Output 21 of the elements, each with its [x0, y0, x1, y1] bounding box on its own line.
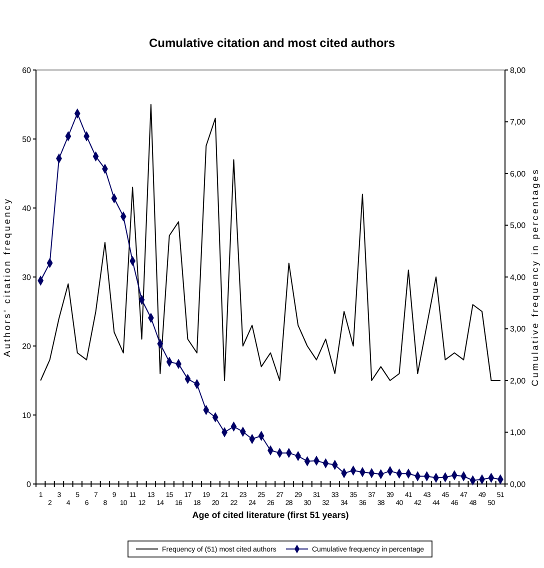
y-tick-label: 60	[22, 66, 32, 75]
y2-tick-label: 6,00	[510, 169, 526, 178]
y2-tick-label: 8,00	[510, 66, 526, 75]
y-tick-label: 40	[22, 204, 32, 213]
y-tick-label: 50	[22, 134, 32, 144]
y-tick-label: 30	[22, 272, 32, 282]
y2-tick-label: 5,00	[510, 221, 526, 230]
chart-title: Cumulative citation and most cited authors	[148, 36, 396, 50]
y-tick-label: 0	[26, 480, 32, 489]
y2-tick-label: 0,00	[510, 480, 526, 489]
y-axis-title: Authors' citation frequency	[2, 197, 12, 357]
y2-axis-title: Cumulative frequency in percentages	[530, 168, 540, 386]
x-axis-title: Age of cited literature (first 51 years)	[192, 510, 349, 520]
y-tick-label: 20	[22, 342, 32, 351]
y2-tick-label: 2,00	[510, 376, 526, 386]
y2-tick-label: 7,00	[510, 118, 526, 127]
y2-tick-label: 4,00	[510, 272, 526, 282]
y2-tick-label: 3,00	[510, 324, 526, 334]
line-series	[40, 104, 501, 381]
y2-tick-label: 1,00	[510, 428, 526, 438]
y-tick-label: 10	[22, 410, 32, 420]
